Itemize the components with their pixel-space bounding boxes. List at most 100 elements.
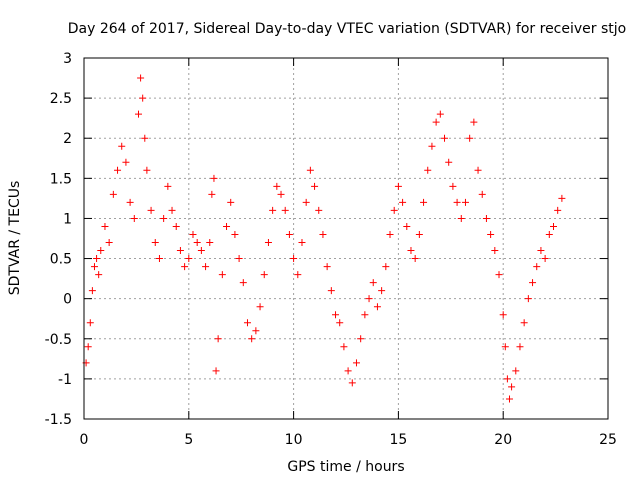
data-point	[151, 239, 159, 247]
data-point	[470, 118, 478, 126]
data-point	[369, 279, 377, 287]
y-tick-labels: -1.5 -1 -0.5 0 0.5 1 1.5 2 2.5 3	[45, 51, 72, 428]
data-point	[558, 194, 566, 202]
data-point	[491, 247, 499, 255]
data-point	[336, 319, 344, 327]
data-point	[499, 311, 507, 319]
data-point	[181, 263, 189, 271]
data-point	[386, 230, 394, 238]
data-point	[541, 255, 549, 263]
y-tick-label: 0.5	[50, 252, 72, 268]
data-point	[323, 263, 331, 271]
data-point	[516, 343, 524, 351]
data-point	[306, 166, 314, 174]
data-point	[122, 158, 130, 166]
chart-title: Day 264 of 2017, Sidereal Day-to-day VTE…	[68, 21, 626, 37]
data-point	[223, 222, 231, 230]
data-point	[252, 327, 260, 335]
x-tick-labels: 0 5 10 15 20 25	[80, 432, 617, 448]
y-axis-title: SDTVAR / TECUs	[7, 181, 23, 296]
data-point	[503, 375, 511, 383]
data-point	[344, 367, 352, 375]
plot-frame	[83, 57, 609, 420]
data-point	[97, 247, 105, 255]
data-point	[231, 230, 239, 238]
data-point	[189, 230, 197, 238]
data-point	[319, 230, 327, 238]
data-point	[114, 166, 122, 174]
y-tick-label: 2	[63, 131, 72, 147]
data-point	[264, 239, 272, 247]
data-point	[352, 359, 360, 367]
data-point	[424, 166, 432, 174]
axis-ticks	[83, 57, 609, 420]
data-point	[340, 343, 348, 351]
data-point	[457, 214, 465, 222]
data-point	[311, 182, 319, 190]
data-point	[298, 239, 306, 247]
data-point	[141, 134, 149, 142]
x-tick-label: 20	[494, 432, 512, 448]
data-point	[520, 319, 528, 327]
data-point	[373, 303, 381, 311]
data-point	[109, 190, 117, 198]
data-point	[84, 343, 92, 351]
y-tick-label: 2.5	[50, 91, 72, 107]
data-point	[478, 190, 486, 198]
data-point	[212, 367, 220, 375]
data-point	[315, 206, 323, 214]
data-point	[554, 206, 562, 214]
data-point	[214, 335, 222, 343]
data-point	[256, 303, 264, 311]
data-point	[436, 110, 444, 118]
data-point	[88, 287, 96, 295]
data-point	[508, 383, 516, 391]
data-point	[202, 263, 210, 271]
data-point	[327, 287, 335, 295]
data-point	[155, 255, 163, 263]
data-point	[537, 247, 545, 255]
data-point	[176, 247, 184, 255]
data-point	[399, 198, 407, 206]
data-point	[294, 271, 302, 279]
data-point	[428, 142, 436, 150]
data-point	[164, 182, 172, 190]
data-point	[290, 255, 298, 263]
y-tick-label: -0.5	[45, 332, 72, 348]
data-point	[357, 335, 365, 343]
data-point	[505, 395, 513, 403]
y-tick-label: 1	[63, 211, 72, 227]
data-point	[361, 311, 369, 319]
data-point	[160, 214, 168, 222]
data-point	[86, 319, 94, 327]
data-point	[273, 182, 281, 190]
data-point	[269, 206, 277, 214]
data-point	[260, 271, 268, 279]
data-point	[524, 295, 532, 303]
y-tick-label: 1.5	[50, 171, 72, 187]
data-point	[93, 255, 101, 263]
data-point	[137, 74, 145, 82]
data-point	[218, 271, 226, 279]
data-point	[512, 367, 520, 375]
data-point	[95, 271, 103, 279]
y-tick-label: -1	[58, 372, 72, 388]
data-point	[420, 198, 428, 206]
data-point	[143, 166, 151, 174]
data-point	[411, 255, 419, 263]
data-point	[235, 255, 243, 263]
data-point	[172, 222, 180, 230]
data-points	[82, 74, 566, 403]
data-point	[466, 134, 474, 142]
data-point	[302, 198, 310, 206]
data-point	[487, 230, 495, 238]
data-point	[482, 214, 490, 222]
data-point	[285, 230, 293, 238]
data-point	[432, 118, 440, 126]
data-point	[348, 379, 356, 387]
data-point	[495, 271, 503, 279]
data-point	[147, 206, 155, 214]
data-point	[449, 182, 457, 190]
data-point	[501, 343, 509, 351]
